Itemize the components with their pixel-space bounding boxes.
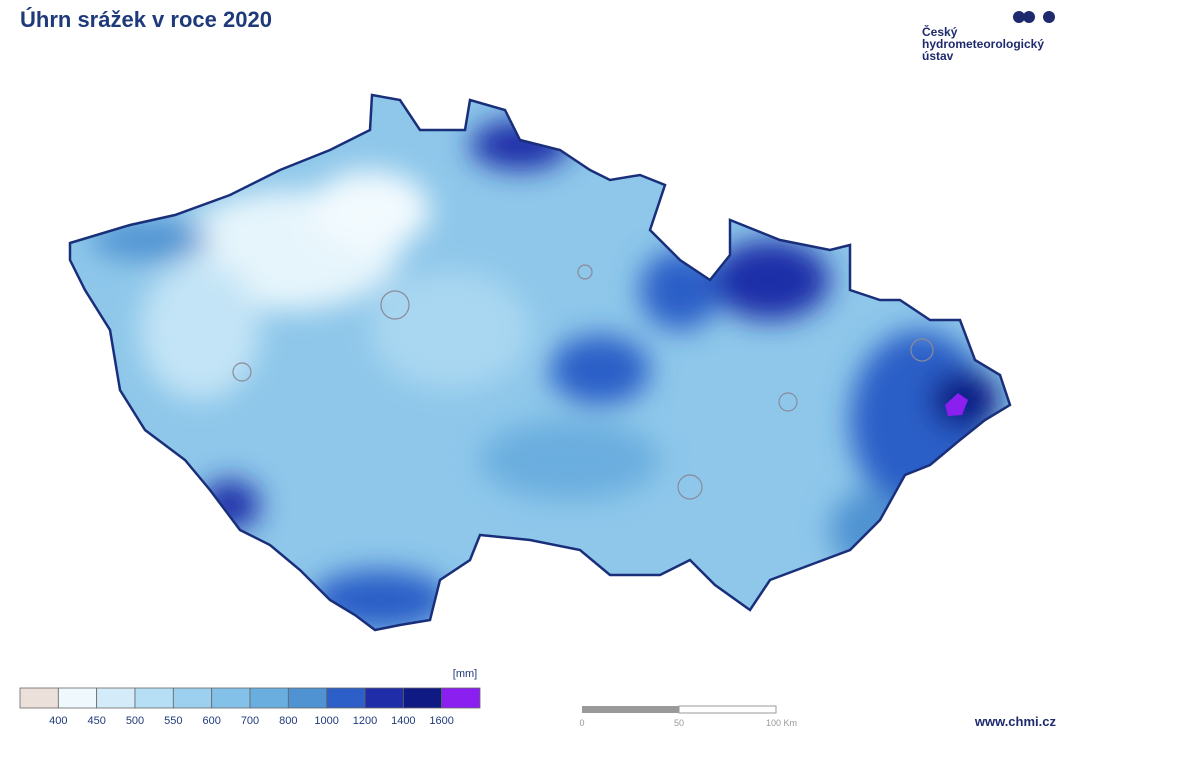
legend-swatch — [287, 687, 328, 709]
wet-area — [90, 220, 210, 260]
legend-swatch — [172, 687, 213, 709]
logo: Český hydrometeorologický ústav — [922, 11, 1055, 63]
city — [778, 392, 798, 412]
city-outlines — [232, 264, 934, 500]
logo-text: ústav — [922, 49, 954, 63]
legend-label: 800 — [279, 715, 297, 727]
legend: [mm] 400 450 500 550 600 700 800 1000 1200 1400 16… — [19, 668, 481, 727]
logo-text: hydrometeorologický — [922, 37, 1044, 51]
logo-text: Český — [922, 24, 958, 39]
website-url: www.chmi.cz — [974, 714, 1057, 729]
legend-swatch — [211, 687, 251, 709]
dry-area — [370, 270, 530, 390]
max-area — [945, 393, 968, 416]
scale-label: 0 — [579, 718, 584, 728]
city — [577, 264, 593, 280]
logo-dot — [1013, 11, 1025, 23]
city — [232, 362, 252, 382]
wet-area — [550, 335, 650, 405]
legend-label: 1000 — [314, 715, 338, 727]
legend-label: 500 — [126, 715, 144, 727]
mid-area — [480, 420, 660, 500]
country-border — [68, 93, 1012, 632]
legend-swatch — [441, 687, 481, 709]
scale-label: 50 — [674, 718, 684, 728]
legend-label: 1600 — [429, 715, 453, 727]
legend-swatch — [326, 687, 366, 709]
logo-dot — [1043, 11, 1055, 23]
legend-label: 450 — [87, 715, 105, 727]
logo-dot — [1023, 11, 1035, 23]
dry-area — [310, 170, 430, 250]
legend-label: 700 — [241, 715, 259, 727]
scale-label: 100 Km — [766, 718, 797, 728]
city — [380, 290, 410, 320]
legend-label: 1400 — [391, 715, 415, 727]
legend-swatch — [57, 687, 98, 709]
legend-swatch — [249, 687, 289, 709]
legend-swatch — [134, 687, 174, 709]
wet-area — [710, 240, 830, 320]
wet-area — [640, 250, 720, 330]
legend-label: 600 — [202, 715, 220, 727]
legend-label: 400 — [49, 715, 67, 727]
legend-unit: [mm] — [453, 668, 477, 680]
dry-area — [140, 260, 260, 400]
legend-swatch — [96, 687, 136, 709]
wet-area — [470, 120, 570, 170]
map-title: Úhrn srážek v roce 2020 — [20, 7, 272, 32]
scale-segment — [678, 705, 777, 714]
precipitation-map — [68, 93, 1012, 632]
legend-swatch — [364, 687, 404, 709]
scale-segment — [582, 706, 679, 713]
city — [677, 474, 703, 500]
city — [910, 338, 934, 362]
legend-label: 1200 — [353, 715, 377, 727]
legend-swatch — [402, 687, 443, 709]
legend-label: 550 — [164, 715, 182, 727]
legend-swatch — [19, 687, 59, 709]
scale-bar: 0 50 100 Km — [579, 705, 797, 728]
